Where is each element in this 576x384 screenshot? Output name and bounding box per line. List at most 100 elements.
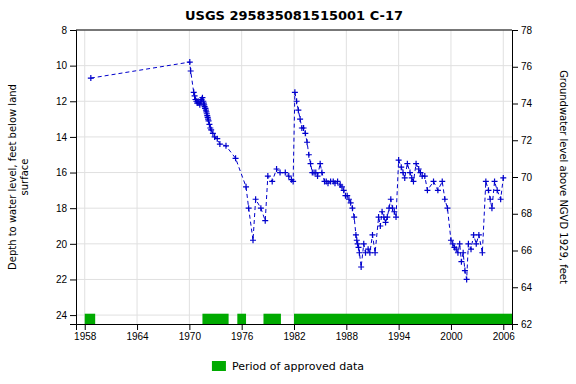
- tick-label: 1964: [126, 331, 149, 342]
- y-axis-label-line: surface: [19, 159, 30, 196]
- marker: [500, 175, 506, 181]
- axis-domain: [70, 31, 77, 325]
- marker: [398, 164, 404, 170]
- marker: [457, 241, 463, 247]
- marker: [383, 219, 389, 225]
- tick-label: 16: [56, 167, 68, 178]
- y2-axis: 787674727068666462: [512, 25, 533, 330]
- tick-label: 10: [56, 60, 68, 71]
- marker: [243, 184, 249, 190]
- tick-mark: [512, 140, 518, 141]
- series-line: [91, 62, 503, 279]
- marker: [487, 196, 493, 202]
- span-bar: [237, 314, 246, 324]
- tick-label: 2000: [440, 331, 463, 342]
- tick-mark: [70, 173, 76, 174]
- marker: [462, 268, 468, 274]
- marker: [393, 214, 399, 220]
- tick-mark: [346, 324, 347, 330]
- tick: 62: [512, 319, 533, 330]
- marker: [407, 170, 413, 176]
- marker: [253, 196, 259, 202]
- chart-container: 1958196419701976198219881994200020068101…: [0, 0, 576, 384]
- tick: 1958: [74, 324, 97, 342]
- tick: 2006: [493, 324, 516, 342]
- tick: 24: [56, 310, 76, 321]
- marker: [319, 170, 325, 176]
- marker: [306, 152, 312, 158]
- tick: 16: [56, 167, 76, 178]
- marker: [379, 209, 385, 215]
- tick: 76: [512, 61, 533, 72]
- tick: 64: [512, 282, 533, 293]
- grid-line-y: [76, 30, 512, 31]
- tick: 1994: [388, 324, 411, 342]
- axis-domain: [513, 31, 519, 325]
- tick: 70: [512, 172, 533, 183]
- marker: [188, 68, 194, 74]
- marker: [498, 196, 504, 202]
- grid-line-y: [76, 65, 512, 66]
- tick-mark: [70, 315, 76, 316]
- tick: 2000: [440, 324, 463, 342]
- tick: 18: [56, 203, 76, 214]
- tick-label: 78: [521, 25, 533, 36]
- tick-mark: [399, 324, 400, 330]
- tick-label: 1976: [231, 331, 254, 342]
- tick: 22: [56, 274, 76, 285]
- tick-label: 22: [56, 274, 68, 285]
- marker: [471, 232, 477, 238]
- grid-line-y: [76, 243, 512, 244]
- legend: Period of approved data: [212, 360, 364, 373]
- marker: [473, 241, 479, 247]
- plot-area: [85, 59, 512, 324]
- marker: [304, 139, 310, 145]
- tick: 1982: [283, 324, 306, 342]
- marker: [233, 155, 239, 161]
- tick-label: 74: [521, 98, 533, 109]
- grid-line-y: [76, 172, 512, 173]
- marker: [349, 205, 355, 211]
- marker: [356, 250, 362, 256]
- grid-line-y: [76, 279, 512, 280]
- y-axis-label-line: Depth to water level, feet below land: [7, 84, 18, 270]
- tick-label: 1988: [336, 331, 359, 342]
- marker: [404, 161, 410, 167]
- marker: [494, 187, 500, 193]
- span-bar: [263, 314, 280, 324]
- marker: [269, 178, 275, 184]
- marker: [439, 178, 445, 184]
- marker: [367, 250, 373, 256]
- tick-mark: [70, 244, 76, 245]
- marker: [223, 143, 229, 149]
- tick: 8: [61, 25, 76, 36]
- marker: [217, 141, 223, 147]
- marker: [348, 200, 354, 206]
- marker: [274, 166, 280, 172]
- tick-mark: [70, 208, 76, 209]
- marker: [384, 214, 390, 220]
- y2-axis-label: Groundwater level above NGVD 1929, feet: [558, 70, 569, 284]
- marker: [391, 209, 397, 215]
- marker: [361, 241, 367, 247]
- tick-mark: [512, 287, 518, 288]
- marker: [465, 241, 471, 247]
- marker: [246, 205, 252, 211]
- tick-label: 1994: [388, 331, 411, 342]
- marker: [492, 178, 498, 184]
- tick: 1964: [126, 324, 149, 342]
- marker: [355, 241, 361, 247]
- marker: [262, 218, 268, 224]
- marker: [479, 250, 485, 256]
- marker: [372, 250, 378, 256]
- marker: [377, 223, 383, 229]
- tick-mark: [189, 324, 190, 330]
- marker: [396, 157, 402, 163]
- tick-mark: [70, 101, 76, 102]
- marker: [376, 214, 382, 220]
- marker: [369, 232, 375, 238]
- grid: [76, 30, 512, 324]
- tick-label: 64: [521, 282, 533, 293]
- marker: [353, 232, 359, 238]
- tick-label: 72: [521, 135, 533, 146]
